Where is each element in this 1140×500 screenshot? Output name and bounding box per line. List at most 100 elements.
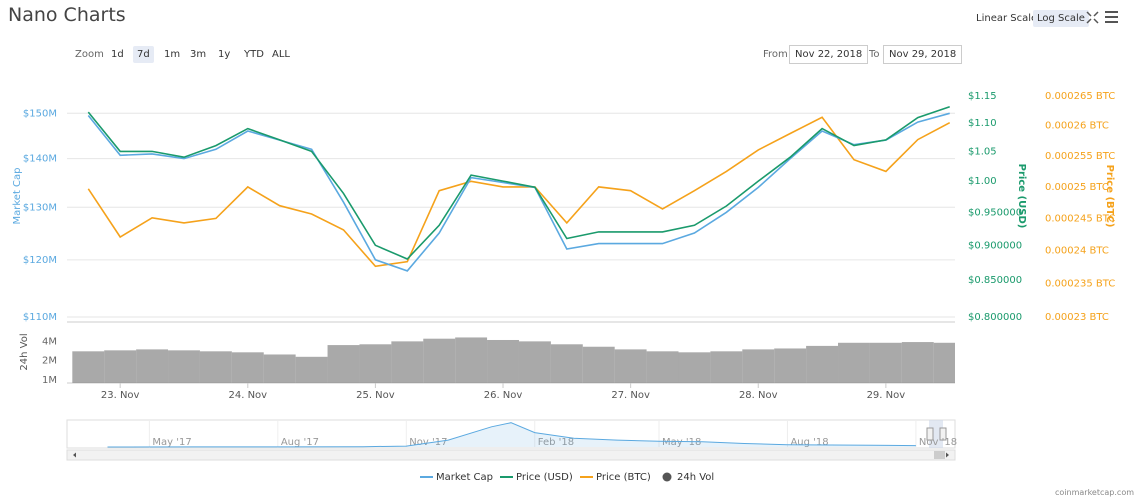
zoom-button[interactable]: 1m [164, 49, 181, 60]
y3-tick-label: 0.00026 BTC [1045, 121, 1109, 132]
fullscreen-icon[interactable] [1086, 11, 1099, 24]
x-tick-label: 25. Nov [356, 390, 395, 401]
volume-bar [72, 351, 105, 383]
y3-tick-label: 0.00024 BTC [1045, 246, 1109, 257]
navigator-tick-label: May '17 [152, 437, 191, 448]
volume-bar [838, 342, 870, 383]
volume-bar [869, 342, 902, 383]
y-tick-label: 1M [42, 375, 57, 386]
volume-bar [263, 354, 296, 383]
volume-bar [391, 341, 424, 383]
y3-tick-label: 0.000255 BTC [1045, 151, 1115, 162]
zoom-label: Zoom [75, 49, 104, 60]
scrollbar-thumb[interactable] [934, 451, 945, 459]
volume-bar [518, 341, 551, 383]
navigator-window[interactable] [929, 420, 943, 448]
y-tick-label: 2M [42, 356, 57, 367]
volume-bar [231, 352, 264, 383]
volume-bar [550, 344, 583, 383]
y2-tick-label: $0.850000 [968, 275, 1022, 286]
y2-tick-label: $1.00 [968, 176, 997, 187]
credit: coinmarketcap.com [1055, 488, 1134, 497]
to-date[interactable]: Nov 29, 2018 [883, 45, 963, 64]
volume-bar [455, 337, 488, 383]
x-tick-label: 26. Nov [484, 390, 523, 401]
zoom-button[interactable]: 7d [133, 46, 154, 63]
volume-bar [742, 349, 775, 383]
to-label: To [869, 49, 880, 60]
legend-item[interactable]: Market Cap [420, 472, 493, 483]
volume-bar [295, 356, 328, 383]
y3-tick-label: 0.00025 BTC [1045, 182, 1109, 193]
log-scale-button[interactable]: Log Scale [1033, 10, 1089, 27]
y-tick-label: $130M [23, 202, 57, 213]
y2-tick-label: $1.15 [968, 91, 997, 102]
legend-label: 24h Vol [677, 472, 714, 483]
volume-bar [359, 344, 392, 383]
zoom-button[interactable]: 1y [218, 49, 231, 60]
y3-tick-label: 0.00023 BTC [1045, 312, 1109, 323]
volume-bar [806, 345, 839, 383]
volume-bar [774, 348, 807, 383]
y2-tick-label: $1.10 [968, 118, 997, 129]
volume-bar [327, 345, 360, 383]
volume-bar [487, 339, 519, 383]
volume-bar [582, 346, 615, 383]
y-tick-label: $150M [23, 108, 57, 119]
zoom-button[interactable]: ALL [272, 49, 290, 60]
volume-bar [678, 352, 711, 383]
y-tick-label: $140M [23, 154, 57, 165]
navigator-handle[interactable] [926, 427, 934, 441]
legend-label: Price (BTC) [596, 472, 651, 483]
volume-bar [614, 349, 647, 383]
legend-item[interactable]: 24h Vol [662, 472, 715, 483]
y3-tick-label: 0.000245 BTC [1045, 213, 1115, 224]
from-date[interactable]: Nov 22, 2018 [789, 45, 869, 64]
y2-tick-label: $0.900000 [968, 240, 1022, 251]
navigator-frame [66, 419, 956, 449]
series-line [87, 116, 951, 268]
legend-label: Price (USD) [516, 472, 573, 483]
y3-axis-title: Price (BTC) [1104, 165, 1115, 228]
legend-item[interactable]: Price (USD) [500, 472, 573, 483]
menu-icon[interactable] [1105, 11, 1118, 23]
volume-bar [104, 350, 137, 383]
navigator-handle[interactable] [939, 427, 947, 441]
y-tick-label: 4M [42, 336, 57, 347]
from-label: From [763, 49, 788, 60]
linear-scale-button[interactable]: Linear Scale [976, 13, 1038, 24]
navigator-tick-label: Nov '18 [919, 437, 957, 448]
volume-bar [199, 351, 232, 383]
y-axis-title: Market Cap [12, 167, 23, 224]
y3-tick-label: 0.000235 BTC [1045, 278, 1115, 289]
y2-axis-title: Price (USD) [1016, 164, 1027, 229]
zoom-button[interactable]: YTD [244, 49, 264, 60]
navigator-line [107, 422, 916, 448]
x-tick-label: 27. Nov [611, 390, 650, 401]
y-axis-title: 24h Vol [19, 333, 30, 370]
legend-label: Market Cap [436, 472, 493, 483]
volume-bar [136, 349, 169, 383]
scrollbar[interactable] [66, 449, 956, 461]
volume-bar [168, 350, 200, 383]
navigator-tick-label: Feb '18 [538, 437, 574, 448]
x-tick-label: 28. Nov [739, 390, 778, 401]
zoom-button[interactable]: 1d [111, 49, 124, 60]
x-tick-label: 24. Nov [228, 390, 267, 401]
y2-tick-label: $0.950000 [968, 207, 1022, 218]
navigator-tick-label: Aug '17 [281, 437, 319, 448]
zoom-button[interactable]: 3m [190, 49, 207, 60]
x-tick-label: 29. Nov [867, 390, 906, 401]
y-tick-label: $120M [23, 255, 57, 266]
y2-tick-label: $0.800000 [968, 312, 1022, 323]
y-tick-label: $110M [23, 312, 57, 323]
page-title: Nano Charts [8, 4, 126, 26]
legend-swatch [662, 472, 672, 482]
series-line [87, 112, 950, 272]
navigator-area [107, 422, 916, 447]
navigator-tick-label: May '18 [662, 437, 701, 448]
legend-item[interactable]: Price (BTC) [580, 472, 651, 483]
volume-bar [933, 342, 955, 383]
